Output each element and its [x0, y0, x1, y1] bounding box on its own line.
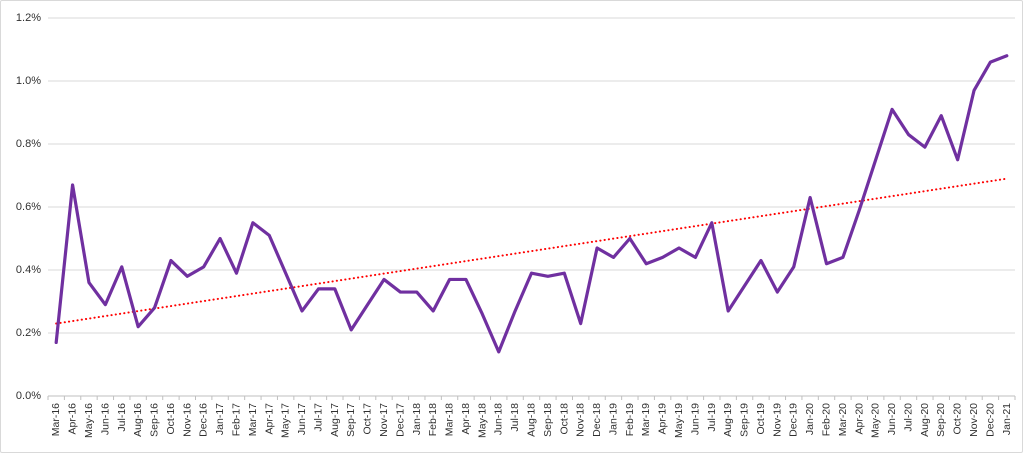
trendline-dotted: [55, 177, 1008, 325]
x-tick-label: Dec-16: [198, 403, 210, 437]
x-tick-label: Jul-19: [706, 403, 718, 432]
x-tick-label: Jun-20: [886, 403, 898, 435]
y-tick-label: 1.0%: [16, 75, 41, 87]
x-tick-label: Jan-18: [411, 403, 423, 435]
x-tick-label: Nov-16: [181, 403, 193, 437]
x-tick-label: Oct-19: [755, 403, 767, 435]
y-tick-label: 0.6%: [16, 201, 41, 213]
x-tick-label: Dec-17: [394, 403, 406, 437]
x-tick-label: Apr-19: [657, 403, 669, 435]
x-tick-label: Jul-20: [902, 403, 914, 432]
x-tick-label: Apr-16: [67, 403, 79, 435]
x-tick-label: Oct-18: [558, 403, 570, 435]
x-tick-label: Aug-18: [526, 403, 538, 437]
x-tick-label: Jun-17: [296, 403, 308, 435]
x-tick-label: Jun-16: [99, 403, 111, 435]
x-tick-label: Feb-19: [624, 403, 636, 436]
x-tick-label: Jun-18: [493, 403, 505, 435]
x-axis-labels: Mar-16 Apr-16 May-16 Jun-16 Jul-16 Aug-16 Sep-…: [50, 403, 1013, 438]
x-tick-label: Sep-17: [345, 403, 357, 437]
x-tick-label: Mar-18: [444, 403, 456, 436]
x-tick-label: Aug-20: [919, 403, 931, 437]
x-tick-label: Dec-18: [591, 403, 603, 437]
x-tick-label: Feb-20: [821, 403, 833, 436]
x-axis-ticks: [47, 396, 1016, 400]
x-tick-label: Oct-17: [362, 403, 374, 435]
gridlines: [48, 17, 1015, 397]
x-tick-label: Aug-19: [722, 403, 734, 437]
x-tick-label: May-17: [280, 403, 292, 438]
x-tick-label: Oct-16: [165, 403, 177, 435]
x-tick-label: Sep-20: [935, 403, 947, 437]
x-tick-label: Feb-18: [427, 403, 439, 436]
y-tick-label: 0.0%: [16, 390, 41, 402]
x-tick-label: Nov-18: [575, 403, 587, 437]
x-tick-label: Aug-16: [132, 403, 144, 437]
x-tick-label: Jan-19: [607, 403, 619, 435]
x-tick-label: Apr-20: [853, 403, 865, 435]
x-tick-label: Sep-18: [542, 403, 554, 437]
x-tick-label: Jul-18: [509, 403, 521, 432]
x-tick-label: Nov-20: [968, 403, 980, 437]
x-tick-label: Sep-19: [739, 403, 751, 437]
x-tick-label: Aug-17: [329, 403, 341, 437]
x-tick-label: Nov-19: [771, 403, 783, 437]
x-tick-label: Nov-17: [378, 403, 390, 437]
x-tick-label: May-16: [83, 403, 95, 438]
x-tick-label: Apr-17: [263, 403, 275, 435]
x-tick-label: Feb-17: [230, 403, 242, 436]
x-tick-label: Oct-20: [952, 403, 964, 435]
x-tick-label: May-19: [673, 403, 685, 438]
y-tick-label: 1.2%: [16, 12, 41, 24]
x-tick-label: Apr-18: [460, 403, 472, 435]
x-tick-label: May-18: [476, 403, 488, 438]
x-tick-label: Dec-19: [788, 403, 800, 437]
x-tick-label: Mar-16: [50, 403, 62, 436]
x-tick-label: Jan-20: [804, 403, 816, 435]
x-tick-label: Jun-19: [689, 403, 701, 435]
x-tick-label: Jul-17: [312, 403, 324, 432]
x-tick-label: Mar-19: [640, 403, 652, 436]
x-tick-label: May-20: [870, 403, 882, 438]
y-tick-label: 0.2%: [16, 327, 41, 339]
y-tick-label: 0.4%: [16, 264, 41, 276]
x-tick-label: Sep-16: [149, 403, 161, 437]
x-tick-label: Mar-20: [837, 403, 849, 436]
series-line: [54, 54, 1009, 354]
y-tick-label: 0.8%: [16, 138, 41, 150]
x-tick-label: Jul-16: [116, 403, 128, 432]
x-tick-label: Dec-20: [984, 403, 996, 437]
x-tick-label: Jan-21: [1001, 403, 1013, 435]
x-tick-label: Jan-17: [214, 403, 226, 435]
y-axis-labels: 0.0% 0.2% 0.4% 0.6% 0.8% 1.0% 1.2%: [16, 12, 41, 402]
x-tick-label: Mar-17: [247, 403, 259, 436]
